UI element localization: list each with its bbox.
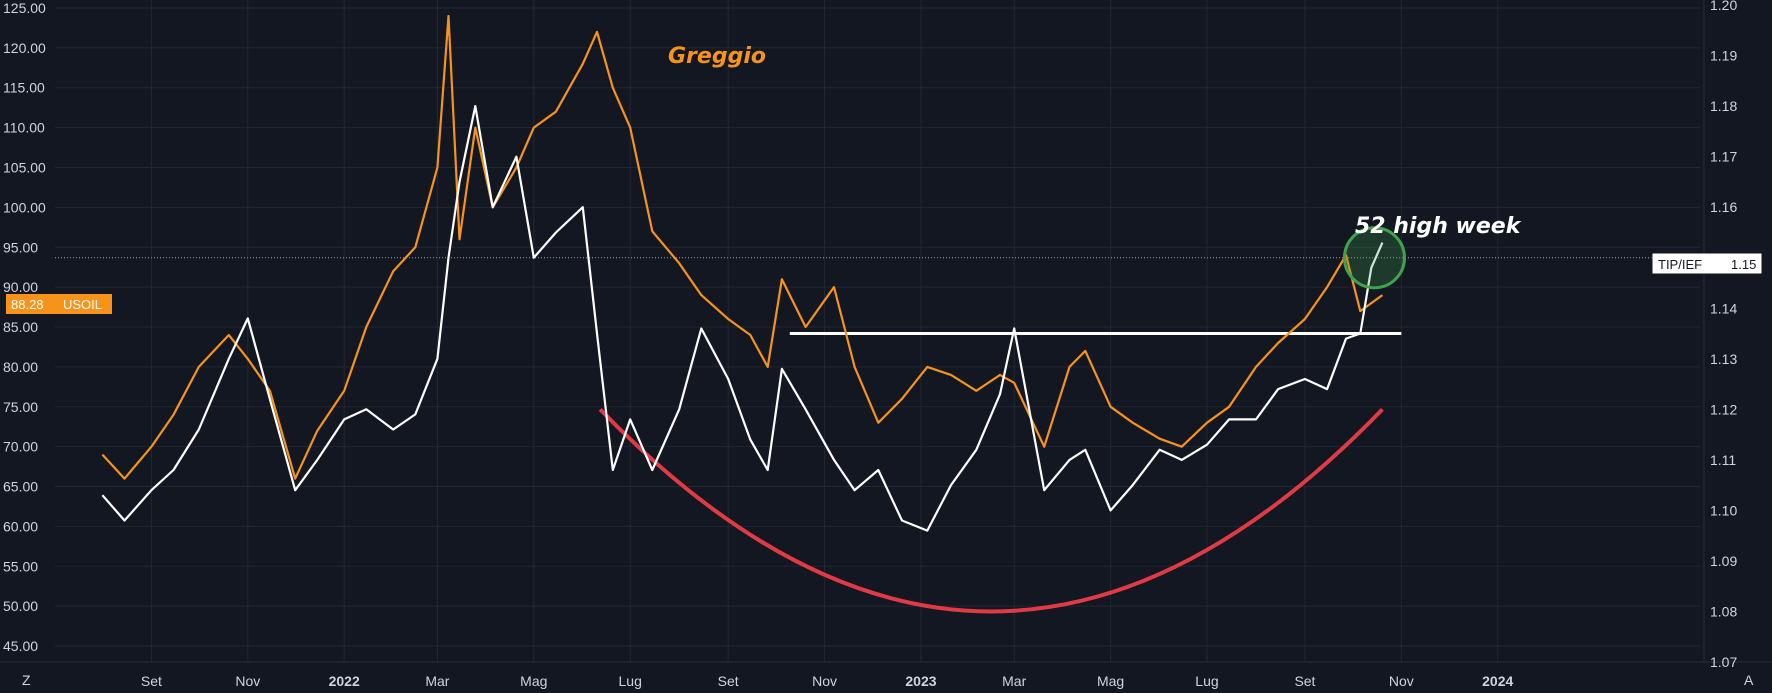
x-tick-label: Lug bbox=[1195, 673, 1218, 689]
greggio-label: Greggio bbox=[668, 44, 766, 69]
x-tick-label: Nov bbox=[235, 673, 260, 689]
left-tag-value: 88.28 bbox=[11, 297, 44, 312]
left-tick-label: 50.00 bbox=[3, 598, 38, 614]
right-axis-ticks: 1.201.191.181.171.161.151.141.131.121.11… bbox=[1710, 0, 1737, 670]
right-tag-label: TIP/IEF bbox=[1658, 257, 1702, 272]
left-tick-label: 85.00 bbox=[3, 319, 38, 335]
left-tick-label: 55.00 bbox=[3, 558, 38, 574]
x-tick-label: Set bbox=[141, 673, 162, 689]
x-tick-label: Mag bbox=[1097, 673, 1124, 689]
right-tick-label: 1.11 bbox=[1710, 452, 1736, 468]
cup-arc bbox=[598, 407, 1384, 614]
right-tick-label: 1.18 bbox=[1710, 98, 1737, 114]
grid bbox=[0, 0, 1772, 663]
x-tick-label: Set bbox=[718, 673, 739, 689]
series-line-usoil[interactable] bbox=[101, 14, 1384, 480]
x-tick-label: Set bbox=[1294, 673, 1315, 689]
x-tick-label: Nov bbox=[812, 673, 837, 689]
right-tick-label: 1.12 bbox=[1710, 401, 1737, 417]
high-week-label: 52 high week bbox=[1355, 214, 1522, 239]
left-tick-label: 125.00 bbox=[3, 0, 46, 16]
left-tick-label: 110.00 bbox=[3, 120, 45, 136]
left-tick-label: 115.00 bbox=[3, 80, 45, 96]
left-tag-label: USOIL bbox=[63, 297, 102, 312]
right-tick-label: 1.19 bbox=[1710, 48, 1737, 64]
left-tick-label: 60.00 bbox=[3, 518, 38, 534]
left-price-tag: 88.28 USOIL bbox=[6, 294, 112, 314]
right-tick-label: 1.13 bbox=[1710, 351, 1737, 367]
right-tick-label: 1.10 bbox=[1710, 502, 1737, 518]
left-tick-label: 90.00 bbox=[3, 279, 38, 295]
right-tag-value: 1.15 bbox=[1731, 257, 1756, 272]
left-axis-ticks: 125.00 120.00 115.00 110.00 105.00 100.00 95.0… bbox=[3, 0, 46, 654]
left-tick-label: 80.00 bbox=[3, 359, 38, 375]
corner-z-button[interactable]: Z bbox=[22, 672, 31, 688]
left-tick-label: 95.00 bbox=[3, 239, 38, 255]
x-tick-label: Nov bbox=[1389, 673, 1414, 689]
left-tick-label: 45.00 bbox=[3, 638, 38, 654]
x-tick-label: 2023 bbox=[905, 673, 936, 689]
left-tick-label: 105.00 bbox=[3, 159, 46, 175]
x-axis-ticks: Set Nov 2022 Mar Mag Lug Set Nov 2023 Mar Mag Lug Se… bbox=[141, 673, 1514, 689]
x-tick-label: Mar bbox=[1002, 673, 1026, 689]
right-tick-label: 1.16 bbox=[1710, 199, 1737, 215]
right-tick-label: 1.08 bbox=[1710, 603, 1737, 619]
corner-a-button[interactable]: A bbox=[1744, 672, 1754, 688]
right-tick-label: 1.20 bbox=[1710, 0, 1737, 13]
series-line-tip-ief[interactable] bbox=[101, 104, 1384, 532]
x-tick-label: Lug bbox=[619, 673, 642, 689]
x-tick-label: Mar bbox=[425, 673, 449, 689]
right-tick-label: 1.07 bbox=[1710, 654, 1737, 670]
right-tick-label: 1.14 bbox=[1710, 300, 1737, 316]
left-tick-label: 75.00 bbox=[3, 399, 38, 415]
left-tick-label: 70.00 bbox=[3, 439, 38, 455]
right-tick-label: 1.09 bbox=[1710, 553, 1737, 569]
left-tick-label: 120.00 bbox=[3, 40, 46, 56]
right-price-tag: TIP/IEF 1.15 bbox=[1651, 252, 1763, 275]
x-tick-label: Mag bbox=[520, 673, 547, 689]
left-tick-label: 100.00 bbox=[3, 199, 46, 215]
highlight-circle bbox=[1342, 226, 1406, 290]
x-tick-label: 2022 bbox=[329, 673, 360, 689]
right-tick-label: 1.17 bbox=[1710, 149, 1737, 165]
left-tick-label: 65.00 bbox=[3, 479, 38, 495]
x-tick-label: 2024 bbox=[1482, 673, 1513, 689]
